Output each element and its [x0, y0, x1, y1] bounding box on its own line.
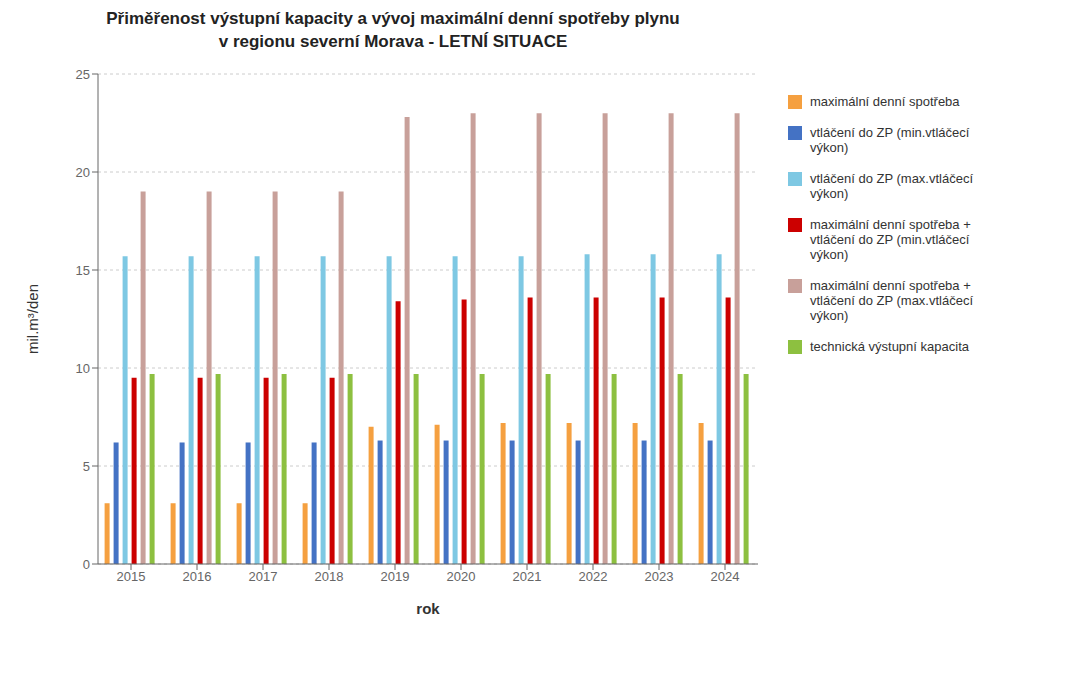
- html-text:Přiměřenost výstupní kapacity: Přiměřenost výstupní kapacity a vývoj ma…: [106, 9, 680, 28]
- svg-text:15: 15: [76, 262, 90, 277]
- svg-text:2018: 2018: [315, 569, 344, 584]
- html-text:maximální denní spotřeba +: maximální denní spotřeba +: [810, 216, 971, 232]
- svg-text:2024: 2024: [711, 569, 740, 584]
- svg-text:2021: 2021: [513, 569, 542, 584]
- svg-text:2020: 2020: [447, 569, 476, 584]
- svg-text:2015: 2015: [117, 569, 146, 584]
- svg-text:2019: 2019: [381, 569, 410, 584]
- svg-text:mil.m³/den: mil.m³/den: [24, 284, 41, 354]
- html-text:výkon): výkon): [810, 246, 849, 262]
- html-text:vtláčení do ZP (max.vtláčecí: vtláčení do ZP (max.vtláčecí: [810, 292, 973, 308]
- html-text:maximální denní spotřeba +: maximální denní spotřeba +: [810, 277, 971, 293]
- html-text:výkon): výkon): [810, 185, 849, 201]
- svg-text:2016: 2016: [183, 569, 212, 584]
- html-text:výkon): výkon): [810, 307, 849, 323]
- html-text:vtláčení do ZP (max.vtláčecí: vtláčení do ZP (max.vtláčecí: [810, 170, 973, 186]
- svg-text:rok: rok: [416, 600, 440, 617]
- svg-text:2017: 2017: [249, 569, 278, 584]
- svg-text:0: 0: [83, 556, 90, 571]
- svg-text:2022: 2022: [579, 569, 608, 584]
- svg-text:10: 10: [76, 360, 90, 375]
- html-text:maximální denní spotřeba: maximální denní spotřeba: [810, 93, 960, 109]
- html-text:výkon): výkon): [810, 139, 849, 155]
- svg-text:2023: 2023: [645, 569, 674, 584]
- html-text:vtláčení do ZP (min.vtláčecí: vtláčení do ZP (min.vtláčecí: [810, 231, 970, 247]
- html-text:v regionu severní Morava - LET: v regionu severní Morava - LETNÍ SITUACE: [218, 31, 568, 51]
- html-text:technická výstupní kapacita: technická výstupní kapacita: [810, 338, 969, 354]
- svg-text:20: 20: [76, 164, 90, 179]
- svg-text:5: 5: [83, 458, 90, 473]
- html-text:vtláčení do ZP (min.vtláčecí: vtláčení do ZP (min.vtláčecí: [810, 124, 970, 140]
- svg-text:25: 25: [76, 66, 90, 81]
